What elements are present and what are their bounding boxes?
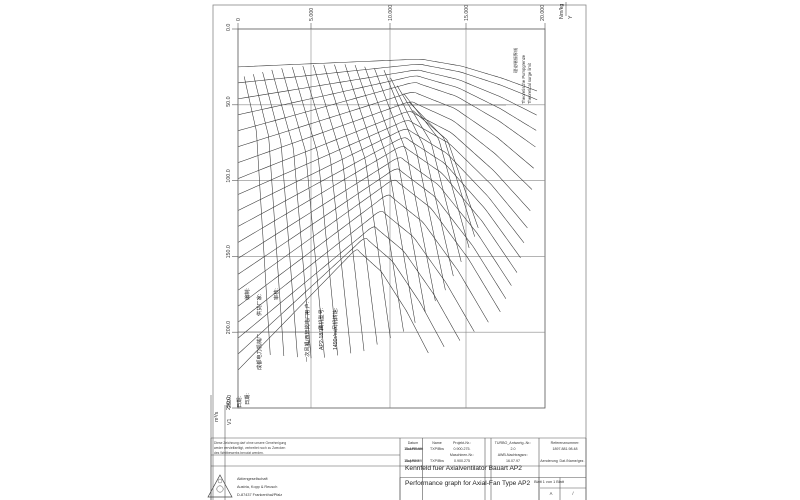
svg-text:Theoretische Pumpgrenze: Theoretische Pumpgrenze (521, 54, 526, 104)
svg-text:Nm/kg: Nm/kg (559, 4, 565, 19)
svg-text:0.900.275.: 0.900.275. (454, 447, 471, 451)
svg-text:Dat./Name/gez.: Dat./Name/gez. (560, 459, 585, 463)
svg-text:用 户:: 用 户: (303, 302, 311, 315)
svg-text:TXP/Btw: TXP/Btw (430, 447, 444, 451)
svg-text:2.0: 2.0 (511, 447, 516, 451)
svg-text:AWB-Nachtragsnr.:: AWB-Nachtragsnr.: (498, 453, 529, 457)
svg-text:Maschinen-Nr.:: Maschinen-Nr.: (450, 453, 474, 457)
svg-text:风机转速:: 风机转速: (331, 308, 339, 330)
svg-text:山西轩岗电厂: 山西轩岗电厂 (303, 314, 311, 345)
svg-text:15.000: 15.000 (464, 5, 470, 21)
svg-text:16-APR-99: 16-APR-99 (404, 447, 422, 451)
svg-text:成都电力机械厂: 成都电力机械厂 (255, 334, 263, 370)
svg-text:m³/s: m³/s (214, 411, 220, 422)
svg-text:Aenderung: Aenderung (540, 459, 558, 463)
svg-text:供货厂家:: 供货厂家: (255, 294, 263, 316)
svg-text:200.0: 200.0 (226, 321, 232, 334)
svg-text:100.0: 100.0 (226, 169, 232, 182)
svg-text:20.000: 20.000 (540, 5, 546, 21)
svg-text:1897.881.98.48: 1897.881.98.48 (553, 447, 578, 451)
svg-text:V1: V1 (227, 418, 233, 425)
svg-text:日期:: 日期: (244, 393, 251, 405)
svg-text:审核:: 审核: (272, 288, 280, 300)
svg-text:50.0: 50.0 (226, 96, 232, 106)
svg-text:Referenznummer:: Referenznummer: (551, 441, 580, 445)
svg-text:weder vervielfaeltigt, verbrei: weder vervielfaeltigt, verbreitet noch z… (214, 446, 285, 450)
svg-text:250.0: 250.0 (227, 395, 233, 408)
svg-text:16-APR-99: 16-APR-99 (404, 459, 422, 463)
svg-text:0: 0 (236, 18, 242, 21)
svg-text:Aktiengesellschaft: Aktiengesellschaft (237, 477, 269, 481)
svg-text:/: / (572, 491, 574, 496)
svg-text:Theoretical surge limit: Theoretical surge limit (527, 62, 532, 104)
svg-text:5.000: 5.000 (309, 8, 315, 21)
svg-text:0.0: 0.0 (226, 24, 232, 31)
svg-text:Name: Name (432, 441, 442, 445)
svg-text:一次风机: 一次风机 (303, 340, 311, 362)
svg-text:编制:: 编制: (243, 288, 251, 300)
svg-text:A: A (550, 491, 553, 496)
svg-text:Projekt-Nr.:: Projekt-Nr.: (453, 441, 471, 445)
svg-text:150.0: 150.0 (226, 245, 232, 258)
svg-text:Kennfeld fuer Axialventilator: Kennfeld fuer Axialventilator Bauart AP2 (405, 465, 522, 472)
svg-text:理论喘振界线: 理论喘振界线 (512, 47, 519, 73)
svg-text:Diese Zeichnung darf ohne unse: Diese Zeichnung darf ohne unsere Genehmi… (214, 441, 286, 445)
svg-text:AP2-18/12: AP2-18/12 (319, 325, 325, 350)
svg-text:Austria, Kopp & Reusch: Austria, Kopp & Reusch (237, 485, 277, 489)
svg-text:16.07.97: 16.07.97 (506, 459, 520, 463)
svg-text:0.900.275: 0.900.275 (454, 459, 470, 463)
svg-text:1490r/min: 1490r/min (333, 327, 339, 350)
svg-text:des Wettbewerbs benutzt werden: des Wettbewerbs benutzt werden. (214, 451, 264, 455)
svg-text:日期:: 日期: (236, 396, 243, 408)
svg-text:TXP/Btw: TXP/Btw (430, 459, 444, 463)
svg-text:Datum: Datum (408, 441, 419, 445)
svg-text:Blatt 1 von 1 Blatt: Blatt 1 von 1 Blatt (534, 480, 565, 484)
svg-text:10.000: 10.000 (388, 5, 394, 21)
svg-text:D-87437 Frankenthal/Pfalz: D-87437 Frankenthal/Pfalz (237, 493, 282, 497)
svg-text:Y: Y (568, 15, 574, 19)
svg-text:TURBO_Antwortg.-Nr.:: TURBO_Antwortg.-Nr.: (495, 441, 532, 445)
svg-text:Performance graph for Axial-Fa: Performance graph for Axial-Fan Type AP2 (405, 480, 531, 487)
